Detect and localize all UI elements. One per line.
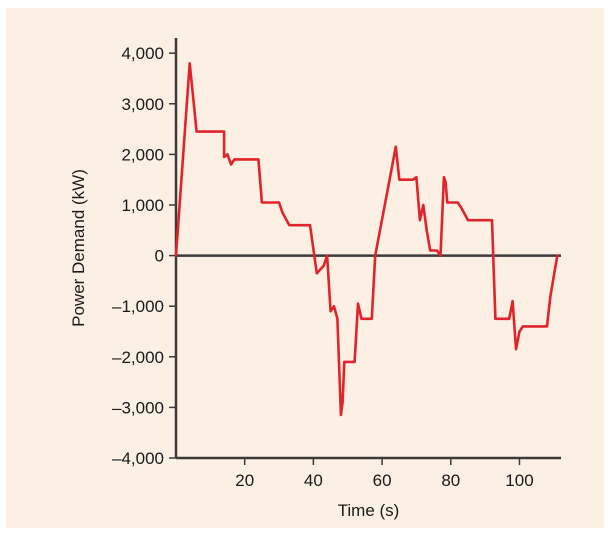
y-tick-label: –2,000 [112, 348, 164, 367]
y-tick-label: –1,000 [112, 297, 164, 316]
y-tick-label: 0 [155, 247, 164, 266]
y-tick-label: 1,000 [121, 196, 164, 215]
y-tick-label: –4,000 [112, 449, 164, 468]
x-tick-label: 60 [373, 471, 392, 490]
y-tick-label: –3,000 [112, 398, 164, 417]
y-tick-label: 3,000 [121, 95, 164, 114]
x-tick-label: 20 [235, 471, 254, 490]
chart-panel: 4,000 3,000 2,000 1,000 0 –1,000 –2,000 –3,000 –… [6, 8, 604, 528]
y-tick-label: 2,000 [121, 145, 164, 164]
x-tick-label: 80 [441, 471, 460, 490]
x-axis-title: Time (s) [338, 501, 400, 520]
power-demand-chart: 4,000 3,000 2,000 1,000 0 –1,000 –2,000 –3,000 –… [69, 38, 561, 520]
y-tick-label: 4,000 [121, 44, 164, 63]
x-tick-label: 40 [304, 471, 323, 490]
x-tick-label: 100 [505, 471, 533, 490]
series-line [174, 61, 559, 417]
y-axis-title: Power Demand (kW) [69, 169, 88, 327]
